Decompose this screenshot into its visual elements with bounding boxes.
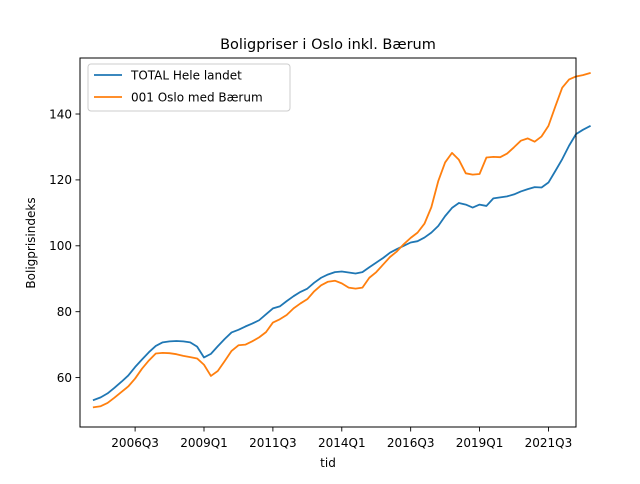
x-tick-label: 2016Q3 bbox=[387, 436, 435, 450]
x-tick-label: 2009Q1 bbox=[180, 436, 228, 450]
x-tick-label: 2011Q3 bbox=[249, 436, 297, 450]
x-tick-label: 2021Q3 bbox=[525, 436, 573, 450]
legend-label-total-hele-landet: TOTAL Hele landet bbox=[130, 69, 242, 83]
plot-area bbox=[80, 58, 576, 427]
legend: TOTAL Hele landet 001 Oslo med Bærum bbox=[87, 63, 291, 112]
x-tick-label: 2019Q1 bbox=[456, 436, 504, 450]
series-layer bbox=[92, 72, 591, 409]
x-axis-ticks: 2006Q3 2009Q1 2011Q3 2014Q1 2016Q3 2019Q1 2021… bbox=[111, 427, 572, 450]
plot-frame bbox=[79, 57, 577, 428]
series-line-total-hele-landet bbox=[92, 124, 591, 402]
x-tick-label: 2014Q1 bbox=[318, 436, 366, 450]
chart-title: Boligpriser i Oslo inkl. Bærum bbox=[220, 37, 436, 53]
legend-label-oslo-med-baerum: 001 Oslo med Bærum bbox=[131, 91, 263, 105]
y-tick-label: 120 bbox=[49, 173, 72, 187]
series-line-001-oslo-med-b-rum bbox=[92, 72, 591, 409]
y-tick-label: 140 bbox=[49, 107, 72, 121]
y-tick-label: 80 bbox=[57, 305, 72, 319]
y-tick-label: 100 bbox=[49, 239, 72, 253]
legend-box bbox=[87, 63, 291, 112]
y-axis-label: Boligprisindeks bbox=[24, 197, 38, 288]
x-tick-label: 2006Q3 bbox=[111, 436, 159, 450]
x-axis-label: tid bbox=[320, 456, 336, 470]
y-tick-label: 60 bbox=[57, 371, 72, 385]
y-axis-ticks: 60 80 100 120 140 bbox=[49, 107, 80, 385]
